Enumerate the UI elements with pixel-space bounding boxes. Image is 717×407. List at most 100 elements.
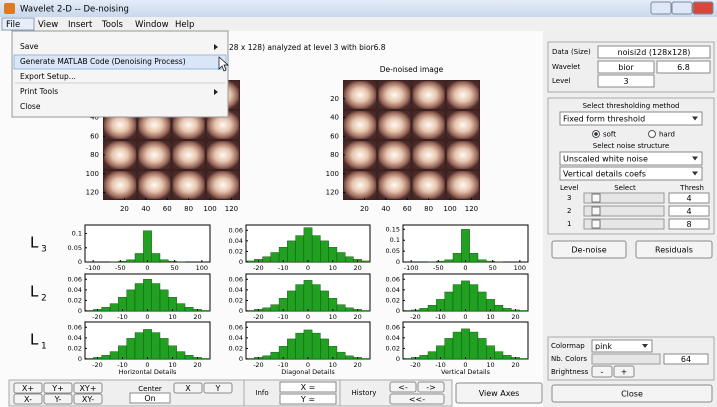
- app-icon: [4, 3, 15, 14]
- slider[interactable]: [592, 354, 660, 364]
- window-button[interactable]: [672, 2, 692, 14]
- page: {"window": {"title": "Wavelet 2-D -- De-…: [0, 0, 717, 407]
- level-label: L: [30, 331, 39, 349]
- window-button[interactable]: [651, 2, 671, 14]
- field-value: 3: [623, 77, 628, 86]
- histogram-bar: [118, 261, 126, 262]
- histogram-bar: [478, 292, 486, 311]
- menu-item[interactable]: Print Tools: [20, 87, 58, 96]
- x-tick-label: 80: [184, 205, 193, 213]
- x-tick-label: 120: [465, 205, 478, 213]
- field-value: On: [144, 394, 155, 403]
- y-tick-label: 60: [90, 132, 99, 140]
- button-label[interactable]: <-: [398, 383, 408, 392]
- menu-item[interactable]: Export Setup...: [20, 72, 76, 81]
- y-tick-label: 80: [90, 151, 99, 159]
- histogram-bar: [177, 352, 185, 359]
- menu-item[interactable]: Save: [20, 42, 39, 51]
- menu-item[interactable]: Generate MATLAB Code (Denoising Process): [20, 57, 186, 66]
- label[interactable]: hard: [659, 131, 675, 139]
- radio[interactable]: [649, 131, 656, 138]
- histogram-bar: [486, 261, 494, 262]
- field-value: bior: [618, 63, 634, 72]
- button-label[interactable]: Close: [621, 390, 643, 399]
- image-blob: [344, 141, 376, 169]
- y-tick-label: 0: [396, 258, 400, 266]
- button-label[interactable]: Residuals: [655, 246, 693, 255]
- y-tick-label: 0.02: [68, 344, 82, 352]
- menu-item[interactable]: Close: [20, 102, 41, 111]
- label[interactable]: soft: [603, 131, 616, 139]
- y-tick-label: 0.02: [386, 344, 400, 352]
- y-tick-label: 0.1: [72, 230, 82, 238]
- dropdown-value[interactable]: Vertical details coefs: [563, 170, 646, 179]
- x-tick-label: -20: [253, 313, 264, 321]
- menu-item[interactable]: Help: [175, 20, 194, 30]
- image-title: De-noised image: [380, 65, 444, 74]
- x-tick-label: 80: [424, 205, 433, 213]
- slider-thumb[interactable]: [592, 194, 600, 202]
- image-blob: [413, 81, 445, 109]
- y-tick-label: 0: [396, 307, 400, 315]
- x-tick-label: 60: [163, 205, 172, 213]
- label: Nb. Colors: [551, 355, 587, 363]
- x-tick-label: 100: [443, 205, 456, 213]
- dropdown-value[interactable]: Fixed form threshold: [563, 115, 645, 124]
- button-label[interactable]: De-noise: [571, 246, 606, 255]
- button-label[interactable]: <<-: [409, 395, 425, 404]
- button-label[interactable]: Y+: [51, 384, 64, 393]
- y-tick-label: 0.02: [229, 344, 243, 352]
- button-label[interactable]: X: [185, 384, 191, 393]
- histogram-bar: [445, 292, 453, 311]
- x-tick-label: 50: [171, 264, 179, 272]
- menu-item[interactable]: Insert: [68, 20, 93, 30]
- slider-thumb[interactable]: [592, 220, 600, 228]
- y-tick-label: 100: [326, 170, 339, 178]
- button-label[interactable]: X+: [22, 384, 34, 393]
- histogram-bar: [520, 310, 528, 311]
- image-blob: [104, 171, 136, 199]
- label: Select noise structure: [593, 142, 669, 150]
- menu-item[interactable]: Window: [135, 20, 169, 30]
- x-tick-label: -10: [435, 313, 446, 321]
- x-tick-label: -10: [117, 313, 128, 321]
- button-label[interactable]: ->: [426, 383, 436, 392]
- y-tick-label: 0.02: [229, 296, 243, 304]
- slider-thumb[interactable]: [592, 207, 600, 215]
- menu-item[interactable]: View: [38, 20, 58, 30]
- dropdown-value[interactable]: pink: [595, 342, 612, 351]
- window-button[interactable]: [693, 2, 713, 14]
- histogram-bar: [185, 355, 193, 359]
- histogram-bar: [287, 339, 295, 359]
- histogram-bar: [470, 285, 478, 311]
- x-tick-label: 100: [203, 205, 216, 213]
- x-tick-label: 0: [306, 264, 310, 272]
- histogram-bar: [428, 305, 436, 311]
- histogram-bar: [320, 339, 328, 359]
- button-label[interactable]: View Axes: [479, 389, 520, 398]
- menu-item[interactable]: Tools: [101, 20, 124, 30]
- button-label[interactable]: Y-: [54, 395, 62, 404]
- histogram-bar: [453, 332, 461, 359]
- label: Center: [138, 385, 162, 393]
- histogram-bar: [461, 329, 469, 359]
- column-title: Diagonal Details: [281, 368, 335, 376]
- label: Brightness: [551, 368, 589, 376]
- button-label[interactable]: Y: [215, 384, 221, 393]
- menu-item[interactable]: File: [6, 20, 20, 30]
- x-tick-label: -20: [253, 361, 264, 369]
- histogram-bar: [362, 310, 370, 311]
- dropdown-value[interactable]: Unscaled white noise: [563, 155, 648, 164]
- histogram-bar: [470, 253, 478, 262]
- button-label[interactable]: X-: [24, 395, 32, 404]
- button-label[interactable]: +: [621, 368, 628, 377]
- histogram-bar: [160, 290, 168, 311]
- image-blob: [138, 141, 170, 169]
- histogram-bar: [478, 338, 486, 359]
- image-blob: [447, 81, 479, 109]
- label: 2: [567, 207, 571, 215]
- button-label[interactable]: XY-: [82, 395, 94, 404]
- x-tick-label: 0: [463, 313, 467, 321]
- button-label[interactable]: -: [601, 368, 604, 377]
- button-label[interactable]: XY+: [79, 384, 96, 393]
